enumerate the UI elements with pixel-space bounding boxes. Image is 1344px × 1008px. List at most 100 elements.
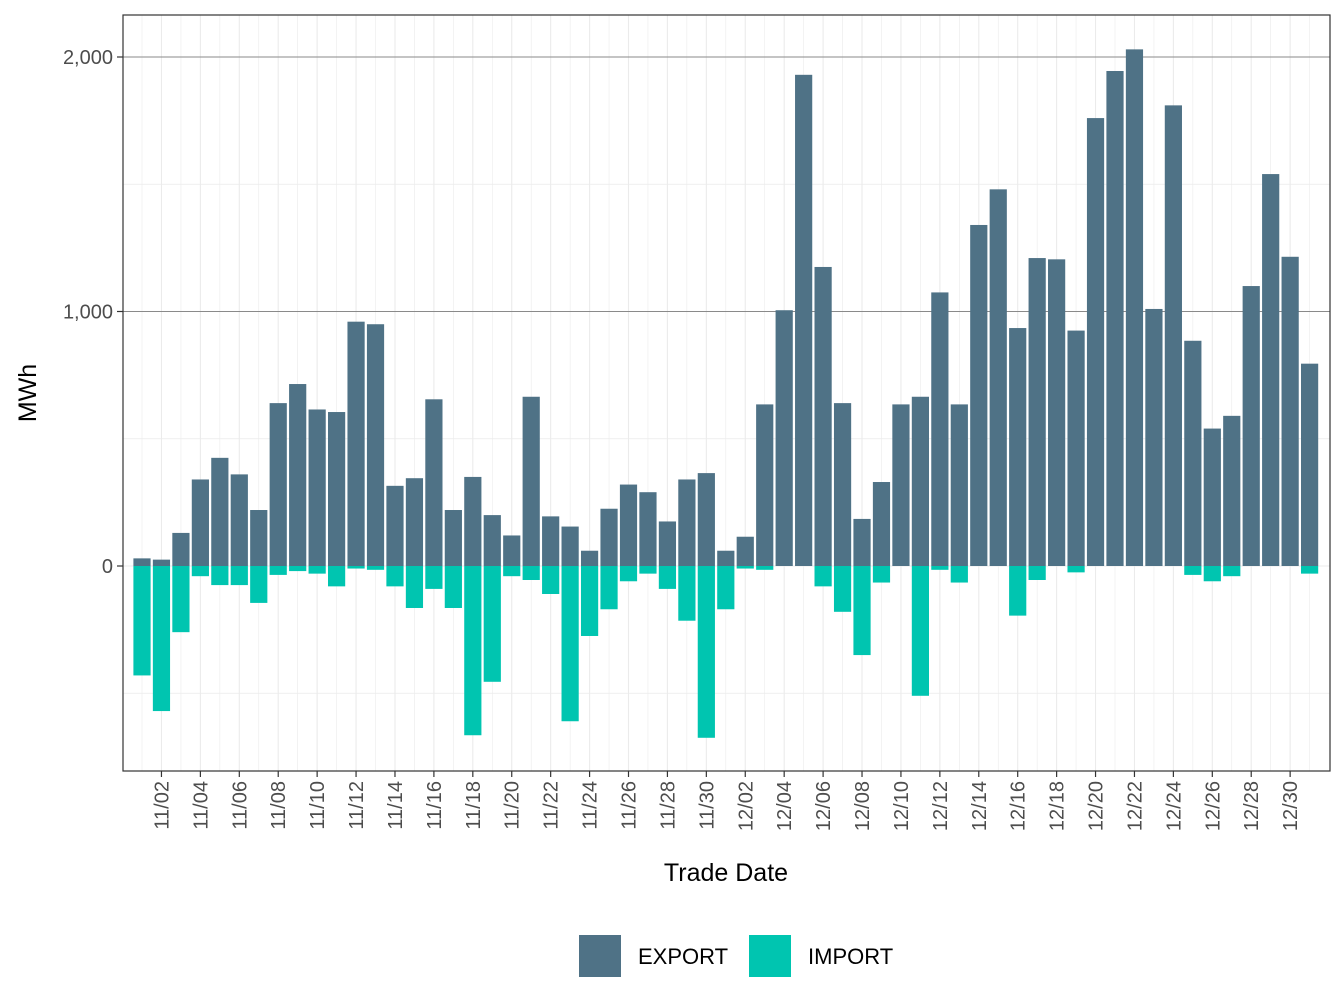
- x-tick-label: 12/08: [852, 781, 874, 831]
- bar-export: [853, 518, 871, 566]
- x-tick-label: 12/26: [1202, 781, 1224, 831]
- bar-import: [872, 566, 891, 583]
- bar-export: [152, 559, 171, 566]
- bar-import: [1009, 566, 1027, 616]
- bar-export: [931, 292, 949, 566]
- x-axis-title: Trade Date: [664, 859, 788, 887]
- bar-import: [911, 566, 929, 696]
- x-tick-label: 12/30: [1280, 781, 1302, 831]
- bar-export: [522, 396, 540, 566]
- bar-export: [950, 404, 968, 566]
- bar-export: [269, 403, 287, 566]
- x-tick-label: 11/30: [696, 781, 718, 830]
- x-tick-label: 12/16: [1008, 781, 1030, 831]
- bar-export: [1223, 415, 1241, 566]
- bar-export: [775, 310, 793, 566]
- bar-export: [814, 266, 832, 566]
- bar-export: [1145, 308, 1163, 566]
- legend-swatch-import: [749, 935, 791, 977]
- bar-import: [289, 566, 307, 572]
- bar-import: [833, 566, 852, 612]
- x-tick-label: 11/06: [229, 781, 251, 830]
- bar-import: [483, 566, 501, 682]
- bar-export: [1048, 259, 1066, 566]
- bar-import: [853, 566, 871, 656]
- bar-import: [152, 566, 171, 712]
- bar-export: [328, 412, 346, 566]
- bar-export: [250, 510, 268, 566]
- legend-swatch-export: [579, 935, 621, 977]
- bar-import: [464, 566, 482, 736]
- bar-import: [1203, 566, 1221, 582]
- x-tick-label: 12/10: [891, 781, 913, 831]
- bar-export: [833, 403, 852, 566]
- bar-export: [678, 479, 696, 566]
- bar-import: [425, 566, 443, 589]
- bar-import: [931, 566, 949, 570]
- bar-import: [269, 566, 287, 575]
- x-tick-label: 12/12: [930, 781, 952, 831]
- legend: EXPORT IMPORT: [579, 935, 893, 977]
- bar-import: [386, 566, 404, 587]
- bar-export: [619, 484, 638, 566]
- bar-export: [1067, 330, 1085, 566]
- bar-export: [1125, 49, 1144, 567]
- y-axis: 0 1,000 2,000: [63, 47, 123, 578]
- bar-export: [658, 521, 677, 566]
- bar-export: [1301, 363, 1319, 566]
- x-tick-label: 11/12: [346, 781, 368, 830]
- bar-export: [289, 384, 307, 566]
- bar-import: [1184, 566, 1202, 575]
- x-tick-label: 12/28: [1241, 781, 1263, 831]
- bar-export: [1184, 340, 1202, 566]
- bar-export: [892, 404, 910, 566]
- bar-import: [814, 566, 832, 587]
- x-tick-label: 12/22: [1124, 781, 1146, 831]
- bar-import: [756, 566, 774, 570]
- bar-import: [522, 566, 540, 580]
- bar-export: [756, 404, 774, 566]
- x-tick-label: 12/04: [774, 781, 796, 831]
- bar-import: [736, 566, 754, 569]
- bar-export: [1106, 70, 1124, 566]
- bar-import: [1028, 566, 1046, 580]
- bar-import: [658, 566, 677, 589]
- x-tick-label: 12/18: [1047, 781, 1069, 831]
- bar-import: [561, 566, 579, 722]
- bar-export: [1164, 105, 1182, 566]
- x-tick-label: 11/10: [307, 781, 329, 830]
- bar-export: [405, 478, 424, 566]
- x-tick-label: 12/20: [1086, 781, 1108, 831]
- x-tick-label: 11/14: [385, 781, 407, 830]
- bar-export: [639, 492, 657, 566]
- bar-import: [347, 566, 365, 569]
- bar-import: [619, 566, 638, 582]
- y-axis-title: MWh: [14, 364, 42, 422]
- bar-export: [736, 536, 754, 566]
- bar-export: [464, 476, 482, 566]
- bar-export: [386, 485, 404, 566]
- bar-import: [1301, 566, 1319, 574]
- panel-border: [122, 14, 1331, 772]
- bar-import: [191, 566, 209, 577]
- bar-export: [1262, 174, 1280, 566]
- x-tick-label: 11/16: [424, 781, 446, 830]
- x-tick-label: 11/20: [502, 781, 524, 830]
- bar-import: [678, 566, 696, 621]
- x-tick-label: 11/24: [580, 781, 602, 830]
- bar-export: [366, 324, 385, 566]
- bar-import: [250, 566, 268, 603]
- bar-export: [1203, 428, 1221, 566]
- bar-import: [405, 566, 424, 608]
- bar-import: [503, 566, 521, 577]
- bar-import: [444, 566, 462, 608]
- bar-export: [444, 510, 462, 566]
- bar-export: [1028, 258, 1046, 566]
- bar-import: [697, 566, 715, 738]
- bar-export: [989, 189, 1007, 566]
- bar-import: [211, 566, 229, 586]
- x-tick-label: 11/26: [619, 781, 641, 830]
- bar-export: [1281, 256, 1299, 566]
- legend-label-export: EXPORT: [638, 944, 728, 969]
- bar-export: [717, 550, 735, 566]
